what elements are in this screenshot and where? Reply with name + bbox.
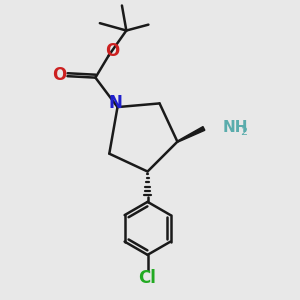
Text: O: O xyxy=(52,66,66,84)
Text: NH: NH xyxy=(222,120,248,135)
Text: N: N xyxy=(108,94,122,112)
Text: Cl: Cl xyxy=(139,269,157,287)
Text: O: O xyxy=(105,42,119,60)
Polygon shape xyxy=(177,127,205,142)
Text: 2: 2 xyxy=(240,127,247,137)
